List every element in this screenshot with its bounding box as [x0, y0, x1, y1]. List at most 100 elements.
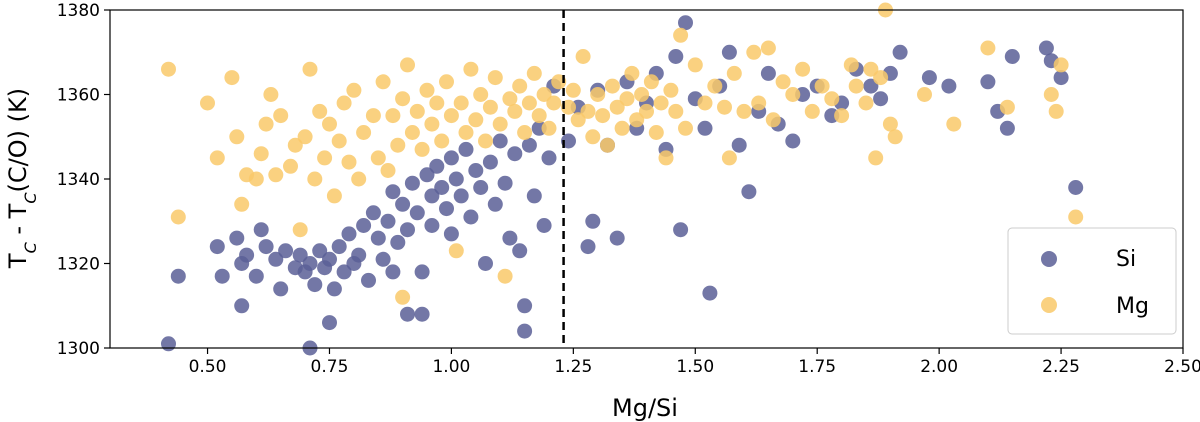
point-mg-81 [614, 120, 630, 136]
point-si-44 [414, 264, 430, 280]
point-si-46 [419, 167, 435, 183]
point-si-19 [307, 277, 323, 293]
point-mg-116 [863, 61, 879, 77]
point-mg-123 [946, 116, 962, 132]
point-si-60 [478, 256, 493, 271]
point-mg-129 [1068, 209, 1084, 225]
point-mg-62 [517, 125, 533, 140]
point-si-7 [239, 247, 255, 263]
point-mg-92 [668, 103, 684, 119]
point-si-120 [1068, 180, 1084, 195]
point-si-40 [400, 222, 415, 238]
point-si-13 [278, 243, 294, 259]
point-mg-77 [595, 108, 611, 124]
x-tick-label: 2.50 [1164, 357, 1200, 377]
point-mg-37 [395, 289, 411, 305]
x-axis-title: Mg/Si [612, 394, 678, 422]
point-si-113 [980, 74, 996, 90]
point-mg-90 [658, 150, 674, 166]
point-si-111 [921, 70, 937, 86]
point-mg-17 [297, 129, 313, 145]
point-si-101 [785, 133, 801, 149]
point-si-108 [873, 91, 889, 107]
point-mg-61 [512, 78, 528, 94]
point-si-41 [400, 306, 415, 322]
point-si-74 [541, 150, 557, 166]
y-axis-ticks: 1300 1320 1340 1360 1380 [57, 1, 110, 359]
point-si-4 [229, 230, 245, 246]
point-si-35 [380, 213, 396, 229]
point-mg-97 [707, 78, 723, 94]
point-si-89 [673, 222, 689, 238]
point-mg-55 [482, 99, 498, 115]
point-mg-73 [575, 49, 591, 64]
point-mg-41 [414, 141, 430, 157]
point-mg-49 [453, 95, 469, 111]
point-mg-21 [317, 150, 333, 166]
point-mg-82 [619, 91, 635, 107]
point-mg-101 [736, 103, 752, 119]
point-si-56 [458, 141, 474, 157]
point-si-92 [697, 120, 713, 136]
point-si-45 [414, 306, 430, 322]
point-mg-16 [292, 222, 308, 238]
point-si-119 [1053, 70, 1069, 86]
point-si-33 [370, 230, 386, 246]
point-mg-120 [882, 116, 898, 132]
point-si-25 [331, 239, 347, 255]
point-mg-85 [634, 87, 650, 102]
point-si-65 [502, 230, 518, 246]
point-mg-31 [370, 150, 386, 166]
point-mg-22 [322, 116, 337, 132]
point-mg-124 [980, 40, 996, 56]
point-mg-32 [375, 74, 391, 90]
point-mg-115 [858, 95, 874, 111]
point-si-68 [517, 298, 533, 314]
point-mg-25 [336, 95, 352, 111]
y-tick-label: 1360 [57, 86, 100, 106]
point-mg-30 [365, 108, 381, 124]
point-si-59 [473, 180, 489, 195]
data-points [161, 2, 1084, 356]
point-si-73 [536, 218, 552, 233]
point-si-49 [429, 158, 445, 174]
series-si [161, 15, 1084, 356]
point-mg-109 [804, 103, 820, 119]
point-si-32 [365, 205, 381, 221]
point-mg-27 [346, 82, 362, 98]
point-mg-44 [429, 95, 445, 111]
point-si-23 [322, 315, 337, 331]
point-mg-42 [419, 82, 435, 98]
point-mg-98 [717, 99, 732, 115]
point-mg-14 [283, 158, 298, 174]
point-si-61 [482, 154, 498, 170]
point-mg-12 [268, 167, 284, 183]
point-mg-20 [312, 103, 328, 119]
point-mg-68 [546, 95, 562, 111]
point-si-67 [512, 243, 528, 259]
point-mg-35 [390, 137, 406, 153]
point-si-112 [941, 78, 957, 94]
y-tick-label: 1300 [57, 339, 100, 359]
point-mg-87 [643, 74, 659, 90]
point-si-58 [468, 163, 484, 178]
point-mg-95 [687, 57, 703, 73]
point-mg-125 [999, 99, 1015, 115]
point-mg-74 [580, 103, 596, 119]
point-si-15 [292, 247, 308, 263]
point-si-115 [999, 120, 1015, 136]
point-mg-59 [502, 91, 518, 107]
point-si-116 [1004, 49, 1020, 64]
point-mg-99 [721, 150, 737, 166]
point-mg-50 [458, 125, 474, 140]
point-si-90 [678, 15, 693, 31]
point-si-52 [443, 150, 459, 166]
point-mg-51 [463, 61, 479, 77]
point-mg-67 [541, 120, 557, 136]
point-si-42 [404, 175, 420, 191]
point-mg-84 [629, 112, 645, 128]
y-tick-label: 1380 [57, 1, 100, 21]
point-mg-4 [224, 70, 240, 86]
x-tick-label: 1.00 [432, 357, 470, 377]
